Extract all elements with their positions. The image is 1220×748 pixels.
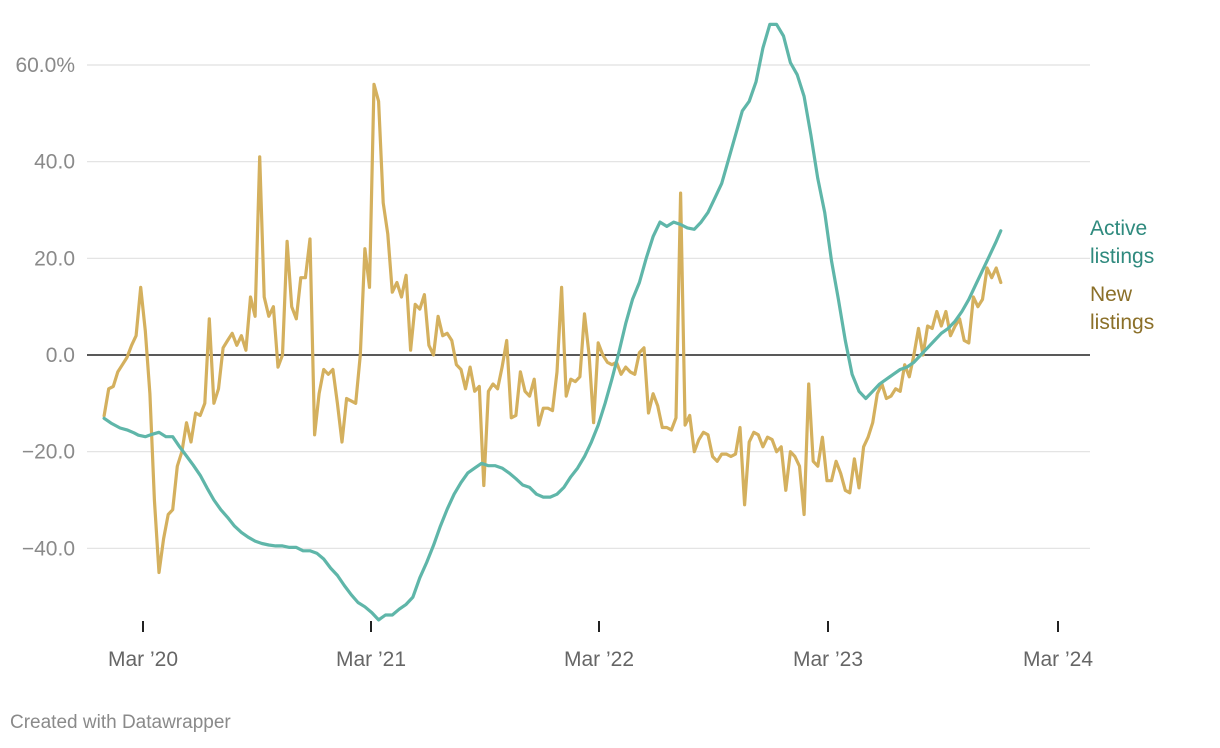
x-tick-label: Mar ’23 xyxy=(793,648,863,671)
x-tick-label: Mar ’22 xyxy=(564,648,634,671)
series-label-new-line1: New xyxy=(1090,283,1133,306)
series-label-new-line2: listings xyxy=(1090,311,1154,334)
y-tick-label: 40.0 xyxy=(34,151,75,174)
active-listings-line xyxy=(102,22,1003,622)
y-tick-label: −40.0 xyxy=(22,537,75,560)
x-tick-label: Mar ’21 xyxy=(336,648,406,671)
x-tick-label: Mar ’20 xyxy=(108,648,178,671)
series-label-active-line2: listings xyxy=(1090,245,1154,268)
x-axis: Mar ’20 Mar ’21 Mar ’22 Mar ’23 Mar ’24 xyxy=(108,621,1093,671)
credit-text: Created with Datawrapper xyxy=(10,712,231,733)
grid-layer xyxy=(87,64,1090,549)
series-layer xyxy=(102,22,1003,622)
y-tick-label: 20.0 xyxy=(34,247,75,270)
y-tick-label: 60.0% xyxy=(15,54,75,77)
y-tick-label: 0.0 xyxy=(46,344,75,367)
series-label-active-line1: Active xyxy=(1090,217,1147,240)
y-axis: 60.0% 40.0 20.0 0.0 −20.0 −40.0 xyxy=(15,54,75,560)
line-chart: 60.0%40.020.00.0−20.0−40.0 Mar ’20 Mar ’2… xyxy=(15,22,1154,671)
x-tick-label: Mar ’24 xyxy=(1023,648,1093,671)
new-listings-line xyxy=(102,82,1003,575)
y-tick-label: −20.0 xyxy=(22,441,75,464)
